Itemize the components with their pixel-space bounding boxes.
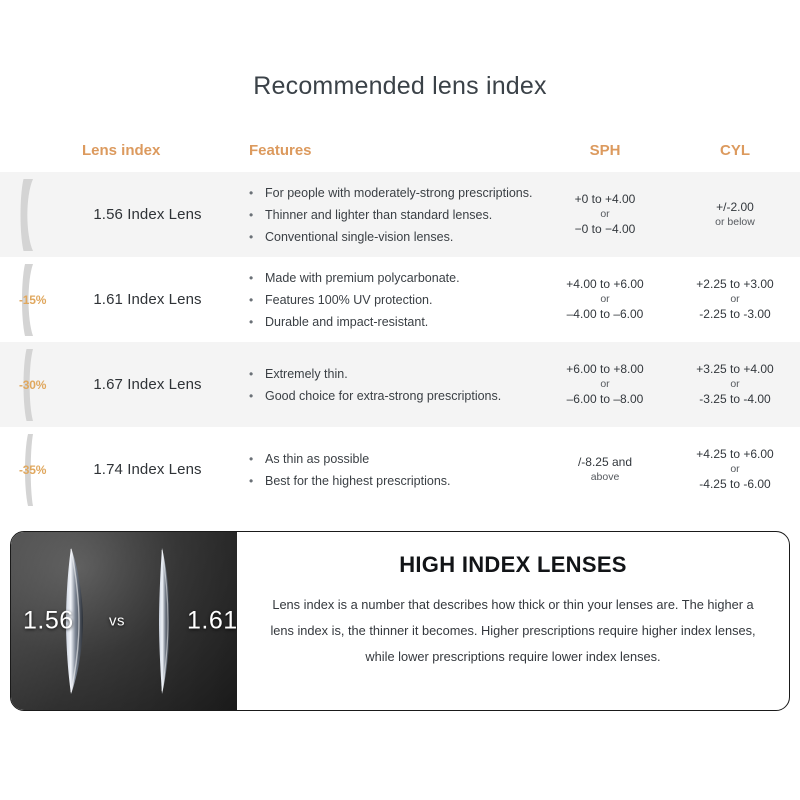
left-index-label: 1.56 <box>23 606 74 635</box>
features-cell: As thin as possibleBest for the highest … <box>235 448 540 492</box>
cyl-top: +2.25 to +3.00 <box>696 277 774 291</box>
discount-badge: -35% <box>19 462 47 477</box>
discount-badge: -30% <box>19 377 47 392</box>
feature-list: Made with premium polycarbonate.Features… <box>235 267 540 333</box>
sph-mid: or <box>600 208 610 220</box>
lens-profile-cell: -15% <box>0 257 60 342</box>
lens-index-label: 1.56 Index Lens <box>93 206 202 223</box>
cyl-cell: +3.25 to +4.00 or -3.25 to -4.00 <box>670 362 800 407</box>
thick-lens-icon <box>66 548 83 694</box>
feature-item: Thinner and lighter than standard lenses… <box>249 204 540 226</box>
sph-bottom: −0 to −4.00 <box>574 222 636 236</box>
sph-cell: +4.00 to +6.00 or –4.00 to –6.00 <box>540 277 670 322</box>
sph-value: +6.00 to +8.00 or –6.00 to –8.00 <box>540 362 670 407</box>
sph-bottom: –4.00 to –6.00 <box>566 307 644 321</box>
feature-list: For people with moderately-strong prescr… <box>235 182 540 248</box>
feature-item: As thin as possible <box>249 448 540 470</box>
header-cyl: CYL <box>720 141 750 159</box>
lens-index-label: 1.74 Index Lens <box>93 461 202 478</box>
sph-value: +0 to +4.00 or −0 to −4.00 <box>540 192 670 237</box>
feature-item: Good choice for extra-strong prescriptio… <box>249 385 540 407</box>
cyl-cell: +4.25 to +6.00 or -4.25 to -6.00 <box>670 447 800 492</box>
cyl-bottom: -3.25 to -4.00 <box>699 392 771 406</box>
high-index-panel: 1.56 vs 1.61 HIGH INDEX LENSES Lens inde… <box>10 531 790 711</box>
cyl-bottom: -4.25 to -6.00 <box>699 477 771 491</box>
cyl-cell: +2.25 to +3.00 or -2.25 to -3.00 <box>670 277 800 322</box>
table-row: 1.56 Index Lens For people with moderate… <box>0 172 800 257</box>
page-title: Recommended lens index <box>253 72 547 100</box>
lens-comparison-image: 1.56 vs 1.61 <box>11 532 237 710</box>
table-row: -15% 1.61 Index Lens Made with premium p… <box>0 257 800 342</box>
vs-label: vs <box>109 612 125 630</box>
cyl-mid: or below <box>715 215 755 228</box>
lens-profile-cell: -35% <box>0 427 60 512</box>
table-body: 1.56 Index Lens For people with moderate… <box>0 172 800 512</box>
cyl-value: +3.25 to +4.00 or -3.25 to -4.00 <box>670 362 800 407</box>
sph-value: +4.00 to +6.00 or –4.00 to –6.00 <box>540 277 670 322</box>
features-cell: Extremely thin.Good choice for extra-str… <box>235 363 540 407</box>
sph-mid: above <box>590 470 620 483</box>
cyl-value: +/-2.00 or below <box>670 200 800 230</box>
cyl-mid: or <box>730 293 740 305</box>
feature-item: Durable and impact-resistant. <box>249 311 540 333</box>
cyl-bottom: -2.25 to -3.00 <box>699 307 771 321</box>
header-lens-index: Lens index <box>82 141 161 159</box>
cyl-mid: or <box>730 463 740 475</box>
sph-mid: or <box>600 378 610 390</box>
lens-profile-cell: -30% <box>0 342 60 427</box>
cyl-top: +3.25 to +4.00 <box>696 362 774 376</box>
sph-cell: +6.00 to +8.00 or –6.00 to –8.00 <box>540 362 670 407</box>
feature-item: Best for the highest prescriptions. <box>249 470 540 492</box>
feature-item: Features 100% UV protection. <box>249 289 540 311</box>
header-features: Features <box>249 141 312 159</box>
feature-item: Made with premium polycarbonate. <box>249 267 540 289</box>
feature-list: Extremely thin.Good choice for extra-str… <box>235 363 540 407</box>
cyl-top: +/-2.00 <box>716 199 754 214</box>
header-sph: SPH <box>589 141 621 159</box>
lens-profile-icon: -30% <box>17 348 47 422</box>
panel-title: HIGH INDEX LENSES <box>399 552 627 577</box>
sph-top: +0 to +4.00 <box>574 192 636 206</box>
feature-item: Conventional single-vision lenses. <box>249 226 540 248</box>
sph-top: /-8.25 and <box>577 454 633 469</box>
table-row: -30% 1.67 Index Lens Extremely thin.Good… <box>0 342 800 427</box>
sph-value: /-8.25 and above <box>540 455 670 485</box>
lens-profile-cell <box>0 172 60 257</box>
features-cell: For people with moderately-strong prescr… <box>235 182 540 248</box>
sph-bottom: –6.00 to –8.00 <box>566 392 644 406</box>
cyl-value: +4.25 to +6.00 or -4.25 to -6.00 <box>670 447 800 492</box>
lens-index-label: 1.61 Index Lens <box>93 291 202 308</box>
table-row: -35% 1.74 Index Lens As thin as possible… <box>0 427 800 512</box>
feature-list: As thin as possibleBest for the highest … <box>235 448 540 492</box>
lens-index-table: Lens index Features SPH CYL 1.56 Index L… <box>0 128 800 512</box>
panel-body: Lens index is a number that describes ho… <box>270 597 756 664</box>
sph-top: +4.00 to +6.00 <box>566 277 644 291</box>
panel-text-block: HIGH INDEX LENSES Lens index is a number… <box>237 532 789 710</box>
table-header-row: Lens index Features SPH CYL <box>0 128 800 172</box>
cyl-mid: or <box>730 378 740 390</box>
lens-index-label: 1.67 Index Lens <box>93 376 202 393</box>
cyl-value: +2.25 to +3.00 or -2.25 to -3.00 <box>670 277 800 322</box>
feature-item: For people with moderately-strong prescr… <box>249 182 540 204</box>
sph-mid: or <box>600 293 610 305</box>
cyl-top: +4.25 to +6.00 <box>696 447 774 461</box>
right-index-label: 1.61 <box>187 606 237 635</box>
features-cell: Made with premium polycarbonate.Features… <box>235 267 540 333</box>
lens-profile-icon: -15% <box>17 263 47 337</box>
thin-lens-icon <box>159 548 170 694</box>
sph-cell: /-8.25 and above <box>540 455 670 485</box>
sph-cell: +0 to +4.00 or −0 to −4.00 <box>540 192 670 237</box>
cyl-cell: +/-2.00 or below <box>670 200 800 230</box>
image-gloss-overlay <box>11 532 237 710</box>
discount-badge: -15% <box>19 292 47 307</box>
feature-item: Extremely thin. <box>249 363 540 385</box>
lens-profile-icon: -35% <box>17 433 47 507</box>
lens-profile-icon <box>17 178 43 252</box>
sph-top: +6.00 to +8.00 <box>566 362 644 376</box>
